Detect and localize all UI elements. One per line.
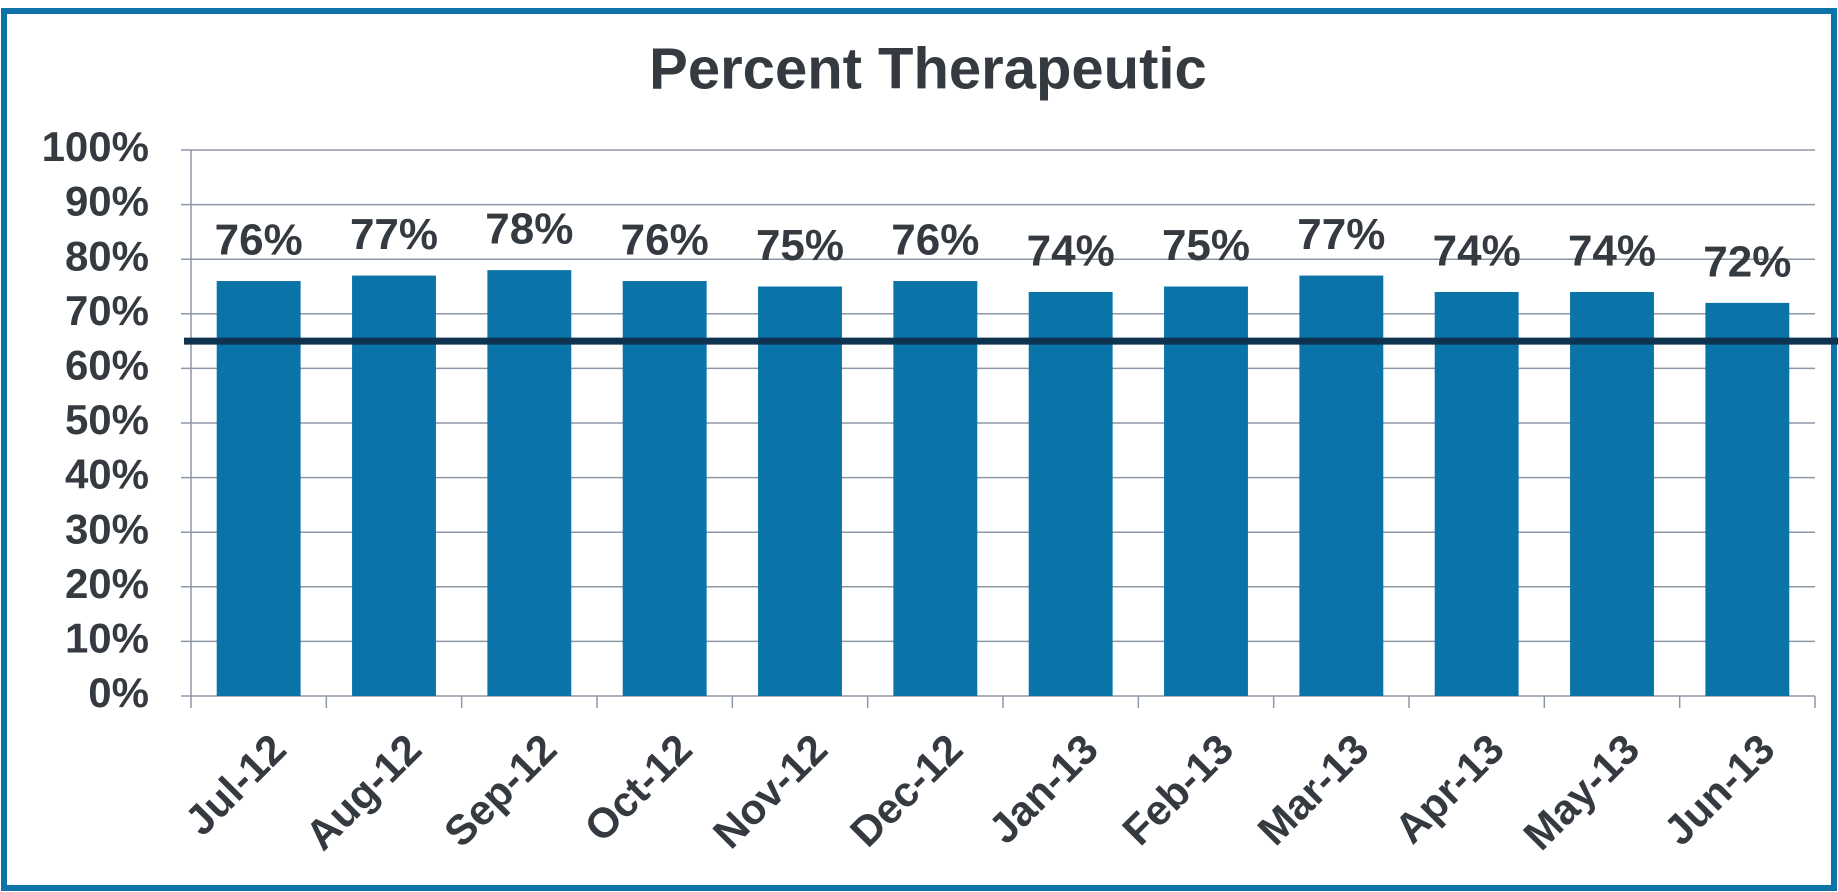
bar (758, 286, 842, 696)
y-tick-label: 40% (65, 451, 149, 498)
value-label: 76% (215, 216, 303, 265)
value-label: 76% (891, 216, 979, 265)
y-tick-label: 20% (65, 560, 149, 607)
y-tick-label: 50% (65, 396, 149, 443)
y-tick-label: 0% (88, 669, 149, 716)
y-tick-label: 100% (42, 123, 149, 170)
y-tick-label: 30% (65, 505, 149, 552)
y-tick-label: 10% (65, 614, 149, 661)
y-tick-label: 90% (65, 178, 149, 225)
value-label: 78% (485, 205, 573, 254)
y-tick-label: 70% (65, 287, 149, 334)
bar (1705, 302, 1790, 696)
bar (893, 281, 978, 696)
value-label: 74% (1433, 227, 1521, 276)
value-label: 72% (1703, 238, 1791, 287)
bar (487, 270, 572, 696)
bar (1570, 291, 1654, 696)
chart-title: Percent Therapeutic (649, 36, 1207, 101)
value-label: 74% (1027, 227, 1115, 276)
value-label: 74% (1568, 227, 1656, 276)
y-tick-label: 60% (65, 341, 149, 388)
value-label: 77% (1297, 210, 1385, 259)
value-label: 77% (350, 210, 438, 259)
value-label: 76% (621, 216, 709, 265)
bar (1299, 275, 1384, 696)
bar (1434, 291, 1519, 696)
bar (1164, 286, 1248, 696)
bar (1028, 291, 1113, 696)
bar (622, 281, 707, 696)
bar (352, 275, 436, 696)
y-tick-label: 80% (65, 232, 149, 279)
bar (216, 281, 301, 696)
value-label: 75% (1162, 221, 1250, 270)
value-label: 75% (756, 221, 844, 270)
